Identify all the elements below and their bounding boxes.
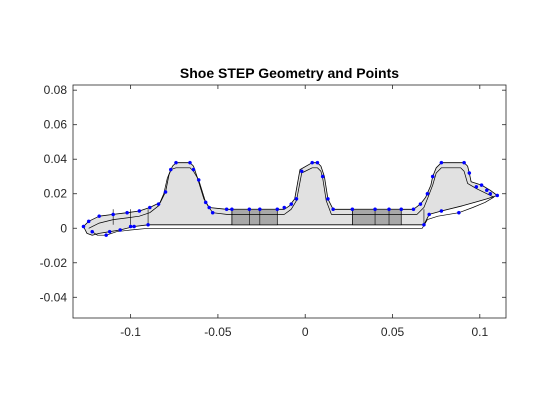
point-marker [156,202,161,206]
x-tick-label: 0.05 [381,325,405,339]
y-tick-label: 0.04 [44,152,68,166]
point-marker [86,219,91,224]
point-marker [118,228,122,232]
y-tick-label: 0.06 [44,118,68,132]
point-marker [495,193,500,198]
point-marker [258,207,262,212]
point-marker [457,210,461,215]
point-marker [373,207,377,212]
point-marker [479,183,484,187]
y-tick-label: 0 [60,221,67,235]
point-marker [90,229,95,234]
point-marker [425,191,430,196]
point-marker [467,171,472,175]
dark-block-1 [352,208,402,226]
point-marker [97,214,101,218]
point-marker [488,191,493,196]
point-marker [430,174,435,179]
point-marker [230,207,234,212]
point-marker [275,207,280,212]
point-marker [294,197,299,201]
point-marker [462,160,466,165]
point-marker [326,197,330,201]
point-marker [207,205,211,210]
point-marker [331,207,335,212]
point-marker [399,207,404,212]
tick-group: -0.1 -0.05 0 0.05 0.1 -0.04 -0.02 0 0.02 0.04 0.06… [40,83,506,339]
point-marker [137,209,142,213]
point-marker [111,212,115,217]
point-marker [411,207,416,212]
axes-box [72,84,507,319]
point-marker [163,190,168,194]
point-marker [282,205,287,210]
point-marker [128,224,133,229]
point-marker [125,210,129,215]
point-marker [418,202,423,206]
point-marker [132,224,136,229]
x-tick-label: 0.1 [471,325,488,339]
point-marker [315,160,320,165]
point-marker [289,202,294,206]
point-marker [439,160,444,165]
point-marker [422,222,426,227]
point-marker [196,178,201,182]
point-marker [484,188,489,193]
chart-title: Shoe STEP Geometry and Points [180,65,399,81]
point-marker [146,222,150,227]
point-marker [188,160,192,165]
plot-area [81,160,500,237]
point-marker [81,224,86,229]
y-tick-label: 0.08 [44,83,68,97]
point-marker [247,207,252,212]
point-marker [174,160,178,165]
point-marker [191,167,196,172]
point-marker [299,169,304,174]
point-marker [168,167,173,172]
point-marker [387,207,391,212]
point-marker [310,160,314,165]
x-tick-label: 0 [302,325,309,339]
point-marker [224,207,229,212]
point-marker [210,210,215,215]
point-marker [148,205,152,210]
y-tick-label: -0.02 [40,256,68,270]
point-marker [350,207,355,212]
point-marker [320,174,325,179]
point-marker [439,209,444,213]
y-tick-label: 0.02 [44,187,68,201]
point-marker [107,229,112,234]
x-tick-label: -0.05 [204,325,232,339]
y-tick-label: -0.04 [40,290,68,304]
dark-block-0 [231,208,278,226]
point-marker [474,185,479,189]
x-tick-label: -0.1 [120,325,141,339]
point-marker [104,233,108,237]
point-marker [427,212,431,217]
point-marker [203,200,208,205]
